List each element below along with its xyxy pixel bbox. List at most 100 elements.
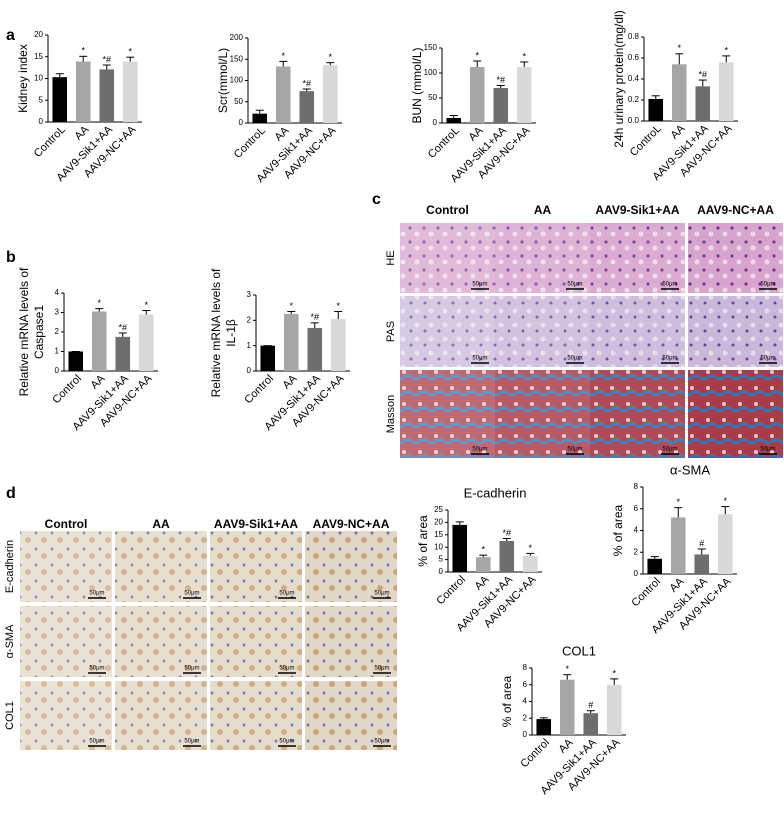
x-tick-label: ControL <box>426 125 462 161</box>
significance-mark: * <box>481 545 485 555</box>
y-tick-label: 3 <box>55 308 60 317</box>
y-tick-label: 2 <box>634 547 639 556</box>
scale-bar-label: 50μm <box>567 282 582 288</box>
micrograph <box>305 681 397 750</box>
scale-bar-label: 50μm <box>184 591 199 597</box>
bar <box>694 554 710 574</box>
micrograph <box>210 531 302 602</box>
micrograph <box>20 531 112 602</box>
scale-bar-label: 50μm <box>279 591 294 597</box>
y-tick-label: 4 <box>55 288 60 297</box>
y-tick-label: 0 <box>55 366 60 375</box>
bar <box>648 98 664 121</box>
y-tick-label: 15 <box>34 52 43 61</box>
y-tick-label: 2 <box>247 315 252 324</box>
chart-title: COL1 <box>562 643 596 658</box>
micrograph <box>210 606 302 677</box>
bar <box>516 67 532 123</box>
bar <box>469 67 485 123</box>
y-tick-label: 0 <box>239 118 244 127</box>
x-tick-label: Control <box>434 574 468 608</box>
x-tick-label: AA <box>669 122 688 141</box>
scale-bar-label: 50μm <box>374 591 389 597</box>
micrograph <box>115 681 207 750</box>
micrograph <box>495 223 590 293</box>
significance-mark: * <box>336 301 340 311</box>
y-tick-label: 2 <box>523 713 528 722</box>
column-header: AA <box>152 517 170 531</box>
significance-mark: *# <box>502 528 511 538</box>
bar <box>307 327 323 371</box>
x-tick-label: AA <box>281 372 300 391</box>
y-tick-label: 10 <box>34 74 43 83</box>
significance-mark: * <box>565 664 569 674</box>
y-tick-label: 1 <box>247 341 252 350</box>
y-tick-label: 0 <box>523 730 528 739</box>
micrograph <box>590 370 685 458</box>
y-tick-label: 8 <box>523 663 528 672</box>
significance-mark: * <box>328 52 332 62</box>
significance-mark: *# <box>496 75 505 85</box>
significance-mark: # <box>588 700 593 710</box>
bar <box>671 64 687 121</box>
y-tick-label: 2 <box>55 327 60 336</box>
bar <box>275 66 291 123</box>
bar <box>68 351 84 371</box>
significance-mark: * <box>528 543 532 553</box>
scale-bar-label: 50μm <box>567 356 582 362</box>
scale-bar-label: 50μm <box>567 447 582 453</box>
micrograph <box>688 223 783 293</box>
scale-bar-label: 50μm <box>662 356 677 362</box>
scale-bar-label: 50μm <box>89 591 104 597</box>
micrograph <box>305 531 397 602</box>
micrograph <box>590 296 685 367</box>
y-tick-label: 25 <box>434 505 443 514</box>
scale-bar-label: 50μm <box>89 666 104 672</box>
scale-bar-label: 50μm <box>472 282 487 288</box>
column-header: AAV9-NC+AA <box>313 517 390 531</box>
scale-bar-label: 50μm <box>89 739 104 745</box>
row-header: α-SMA <box>4 624 16 659</box>
micrograph <box>495 370 590 458</box>
y-tick-label: 20 <box>34 30 43 39</box>
column-header: Control <box>45 517 88 531</box>
significance-mark: * <box>676 497 680 507</box>
scale-bar-label: 50μm <box>760 282 775 288</box>
significance-mark: * <box>475 50 479 60</box>
bar <box>695 86 711 121</box>
x-tick-label: AA <box>668 575 687 594</box>
bar <box>718 62 734 121</box>
micrograph <box>210 681 302 750</box>
bar <box>475 557 491 572</box>
significance-mark: * <box>144 300 148 310</box>
y-tick-label: 0.4 <box>628 74 640 83</box>
y-tick-label: 0 <box>247 366 252 375</box>
x-tick-label: Control <box>242 373 276 407</box>
scale-bar-label: 50μm <box>760 356 775 362</box>
y-axis-label: 24h urinary protein(mg/dl) <box>612 10 626 147</box>
y-axis-label: Relative mRNA levels of <box>209 268 223 397</box>
bar <box>499 541 515 572</box>
y-tick-label: 0.0 <box>628 116 640 125</box>
panel-label: c <box>372 191 381 208</box>
y-axis-label: Relative mRNA levels of <box>17 267 31 396</box>
x-tick-label: AA <box>557 736 576 755</box>
column-header: AAV9-Sik1+AA <box>214 517 298 531</box>
significance-mark: * <box>612 668 616 678</box>
scale-bar-label: 50μm <box>374 666 389 672</box>
x-tick-label: AA <box>273 124 292 143</box>
bar <box>91 311 107 371</box>
significance-mark: * <box>724 45 728 55</box>
y-tick-label: 150 <box>230 54 244 63</box>
significance-mark: * <box>128 47 132 57</box>
y-tick-label: 10 <box>434 542 443 551</box>
y-tick-label: 0.2 <box>628 95 640 104</box>
significance-mark: *# <box>118 322 127 332</box>
significance-mark: *# <box>310 312 319 322</box>
micrograph <box>495 296 590 367</box>
micrograph <box>115 531 207 602</box>
scale-bar-label: 50μm <box>184 739 199 745</box>
bar <box>606 684 622 735</box>
y-tick-label: 4 <box>523 697 528 706</box>
x-tick-label: AA <box>89 372 108 391</box>
